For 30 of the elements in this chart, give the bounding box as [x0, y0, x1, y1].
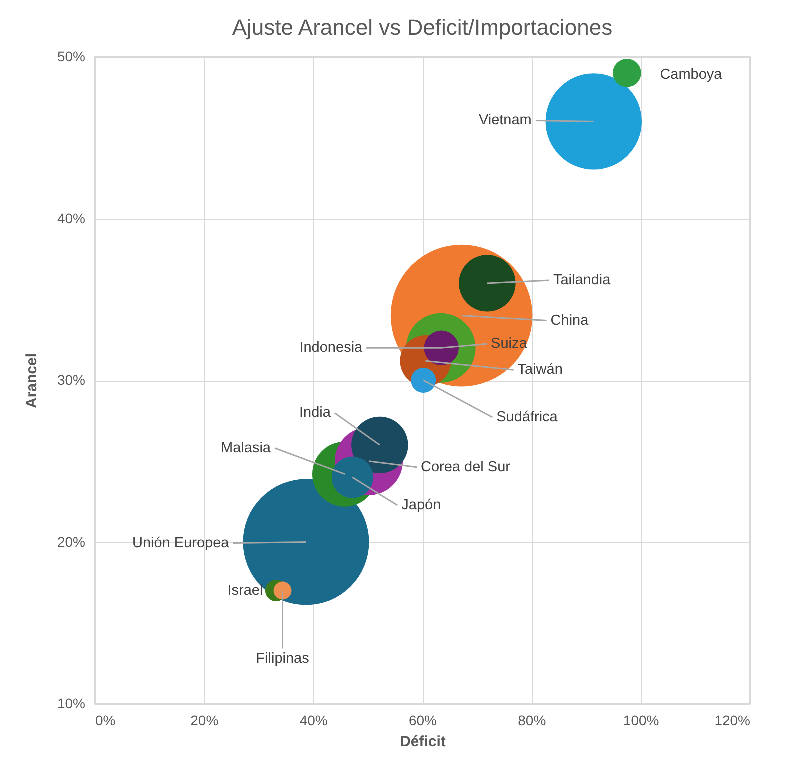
x-tick-label: 0%: [96, 712, 116, 728]
text: Indonesia: [300, 340, 364, 356]
text: Filipinas: [256, 650, 310, 667]
x-tick-label: 100%: [623, 712, 660, 728]
x-tick-label: 120%: [714, 712, 750, 728]
series-label: Vietnam: [478, 112, 532, 129]
y-tick-label: 20%: [57, 534, 86, 550]
text: Sudáfrica: [496, 410, 559, 426]
x-tick-label: 80%: [518, 712, 546, 728]
y-axis-title: Arancel: [23, 353, 40, 409]
x-axis-title: Déficit: [400, 734, 446, 750]
series-label: Suiza: [491, 336, 528, 352]
x-tick-label: 60%: [408, 712, 438, 728]
y-tick-label: 30%: [57, 372, 86, 388]
series-label: Israel: [228, 582, 264, 599]
text: Tailandia: [553, 272, 612, 288]
series-label: Corea del Sur: [421, 459, 511, 476]
series-label: Unión Europea: [132, 535, 230, 552]
y-tick-label: 10%: [57, 696, 86, 712]
chart-title: Ajuste Arancel vs Deficit/Importaciones: [232, 15, 613, 40]
y-tick-label: 40%: [57, 210, 86, 226]
text: Japón: [402, 498, 442, 514]
text: Taiwán: [518, 362, 563, 378]
series-label: China: [550, 312, 590, 329]
series-label: India: [299, 405, 332, 422]
series-label: Camboya: [660, 67, 724, 84]
y-tick-label: 50%: [57, 48, 86, 64]
x-tick-label: 20%: [190, 712, 219, 728]
text: Malasia: [221, 440, 272, 456]
x-tick-label: 40%: [300, 712, 328, 728]
